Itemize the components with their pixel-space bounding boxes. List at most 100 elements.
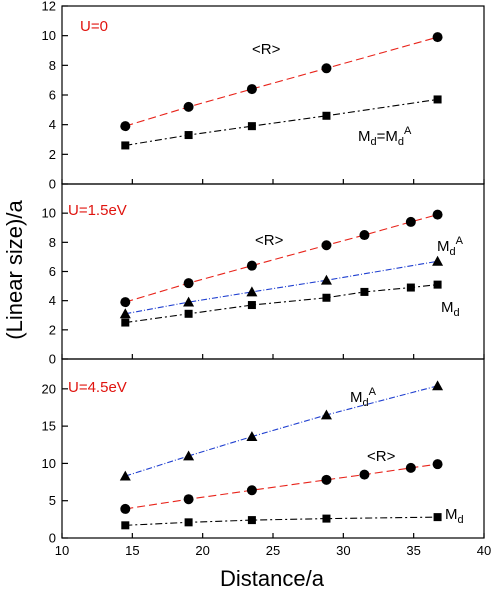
x-tick-label: 20 [195, 543, 209, 558]
data-point [120, 121, 131, 132]
x-tick-label: 40 [477, 543, 491, 558]
series-line [125, 36, 438, 127]
data-point [359, 230, 370, 241]
data-point [246, 84, 257, 95]
series-label-mid: =M [377, 128, 398, 145]
series-1: <R> [120, 209, 443, 308]
data-point [360, 287, 369, 296]
series-label: Md [445, 506, 464, 526]
y-tick-label: 8 [49, 235, 56, 250]
data-point [320, 274, 332, 285]
data-point [321, 63, 332, 74]
series-label: <R> [255, 232, 284, 249]
data-point [433, 513, 442, 522]
series-label-subscript: d [454, 307, 460, 319]
panel-title: U=0 [80, 18, 108, 35]
series-label: Md [441, 299, 460, 319]
data-point [184, 309, 193, 318]
data-point [119, 470, 131, 481]
data-point [321, 240, 332, 251]
series-line [125, 516, 438, 526]
data-point [432, 32, 443, 43]
series-label-subscript: d [450, 246, 456, 258]
data-point [433, 280, 442, 289]
x-tick-label: 25 [266, 543, 280, 558]
series-line [125, 284, 438, 324]
series-label: <R> [252, 41, 281, 58]
series-3: Md [121, 280, 460, 327]
y-tick-label: 10 [42, 28, 56, 43]
y-axis-label: (Linear size)/a [2, 200, 27, 340]
data-point [246, 485, 257, 496]
series-2: Md=MdA [121, 95, 442, 150]
data-point [359, 469, 370, 480]
panel-title: U=1.5eV [68, 202, 127, 219]
y-tick-label: 10 [42, 456, 56, 471]
data-point [432, 255, 444, 266]
data-point [322, 514, 331, 523]
y-tick-label: 15 [42, 419, 56, 434]
data-point [405, 216, 416, 227]
series-label-subscript: d [371, 136, 377, 148]
data-point [184, 518, 193, 527]
y-tick-label: 20 [42, 381, 56, 396]
x-tick-label: 15 [125, 543, 139, 558]
y-tick-label: 2 [49, 147, 56, 162]
data-point [433, 95, 442, 104]
series-label-subscript: d [458, 514, 464, 526]
series-label-superscript: A [369, 386, 377, 398]
data-point [183, 101, 194, 112]
series-2: MdA [119, 235, 464, 319]
data-point [121, 141, 130, 150]
data-point [121, 318, 130, 327]
series-1: <R> [120, 32, 443, 132]
x-tick-label: 30 [336, 543, 350, 558]
y-tick-label: 0 [49, 177, 56, 192]
data-point [432, 380, 444, 391]
series-label-main: M [358, 128, 371, 145]
data-point [183, 494, 194, 505]
series-label-main: M [441, 299, 454, 316]
data-point [183, 450, 195, 461]
series-label-main: M [445, 506, 458, 523]
series-line [125, 214, 438, 303]
y-tick-label: 5 [49, 493, 56, 508]
data-point [120, 297, 131, 308]
series-label: Md=MdA [358, 125, 412, 148]
series-label: <R> [367, 448, 396, 465]
data-point [406, 283, 415, 292]
x-axis-label: Distance/a [220, 566, 325, 591]
panel-frame [61, 5, 485, 185]
data-point [246, 260, 257, 271]
series-line [125, 98, 438, 146]
y-tick-label: 4 [49, 293, 56, 308]
y-tick-label: 0 [49, 352, 56, 367]
y-tick-label: 8 [49, 58, 56, 73]
data-point [120, 503, 131, 514]
data-point [246, 431, 258, 441]
series-label-superscript: A [404, 125, 412, 137]
data-point [183, 278, 194, 289]
data-point [247, 301, 256, 310]
x-tick-label: 10 [55, 543, 69, 558]
y-tick-label: 0 [49, 531, 56, 546]
data-point [405, 462, 416, 473]
data-point [247, 516, 256, 525]
series-label-main: M [350, 389, 363, 406]
data-point [184, 131, 193, 140]
series-label-subscript: d [398, 136, 404, 148]
data-point [121, 521, 130, 530]
series-label-main: M [437, 238, 450, 255]
data-point [119, 308, 131, 319]
y-tick-label: 2 [49, 322, 56, 337]
series-label: MdA [350, 386, 377, 409]
data-point [246, 286, 258, 297]
series-label-subscript: d [363, 397, 369, 409]
data-point [322, 293, 331, 302]
y-tick-label: 6 [49, 264, 56, 279]
data-point [322, 111, 331, 120]
y-tick-label: 4 [49, 117, 56, 132]
